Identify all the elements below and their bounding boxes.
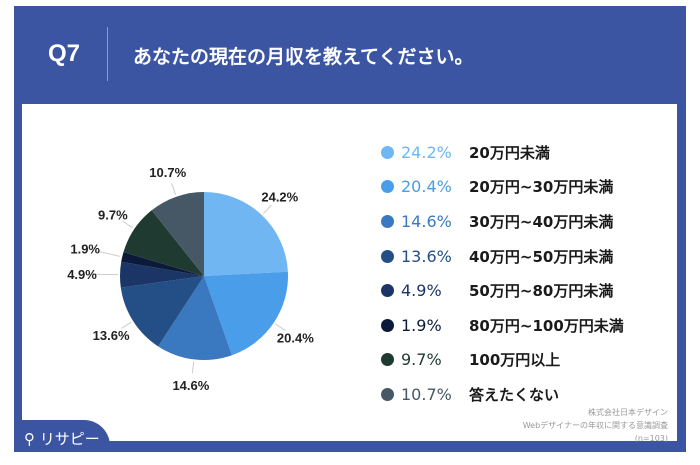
legend-label: 20万円~30万円未満 [469, 178, 614, 197]
legend-swatch [381, 318, 394, 332]
question-title: あなたの現在の月収を教えてください。 [133, 46, 474, 68]
brand-logo: ⚲ リサピー [14, 420, 110, 452]
header-divider [107, 27, 108, 81]
legend-swatch [381, 145, 394, 159]
legend-percent: 1.9% [401, 315, 442, 335]
leader-line [191, 361, 195, 374]
pie-slice [120, 261, 204, 288]
data-label: 13.6% [93, 328, 130, 343]
pie-slice [204, 271, 288, 356]
legend-swatch [381, 249, 394, 263]
legend-percent: 13.6% [401, 246, 452, 266]
legend-label: 40万円~50万円未満 [469, 247, 614, 266]
pie-slice [123, 210, 204, 276]
leader-line [262, 204, 272, 215]
pie-slice [158, 276, 232, 360]
legend-item: 9.7% 100万円以上 [381, 343, 624, 378]
legend-item: 4.9% 50万円~80万円未満 [381, 273, 624, 308]
source-sample: (n=103) [634, 434, 668, 443]
legend-label: 30万円~40万円未満 [469, 212, 614, 231]
legend-swatch [381, 353, 394, 367]
source-note: 株式会社日本デザイン Webデザイナーの年収に関する意識調査 (n=103) [523, 406, 668, 445]
legend-label: 50万円~80万円未満 [469, 282, 614, 301]
legend-item: 20.4% 20万円~30万円未満 [381, 170, 624, 205]
source-survey: Webデザイナーの年収に関する意識調査 [522, 421, 668, 430]
pie-slice [151, 192, 204, 276]
pie-slice [121, 252, 204, 276]
legend-label: 80万円~100万円未満 [469, 316, 624, 335]
legend-item: 10.7% 答えたくない [381, 377, 624, 412]
leader-line [96, 250, 121, 257]
legend-percent: 9.7% [401, 350, 442, 370]
legend-percent: 24.2% [401, 142, 452, 162]
legend-label: 100万円以上 [469, 351, 561, 370]
source-company: 株式会社日本デザイン [588, 408, 668, 417]
legend-item: 1.9% 80万円~100万円未満 [381, 308, 624, 343]
legend-label: 答えたくない [469, 385, 560, 404]
legend-percent: 10.7% [401, 384, 452, 404]
legend-percent: 14.6% [401, 211, 452, 231]
legend-item: 13.6% 40万円~50万円未満 [381, 239, 624, 274]
question-number: Q7 [48, 40, 81, 67]
legend-swatch [381, 214, 394, 228]
pin-icon: ⚲ [24, 430, 35, 448]
leader-line [122, 220, 133, 229]
data-label: 9.7% [98, 207, 128, 222]
data-label: 4.9% [67, 267, 97, 282]
data-label: 10.7% [149, 165, 186, 180]
pie-slice [204, 192, 288, 276]
data-label: 14.6% [172, 378, 209, 393]
legend-item: 14.6% 30万円~40万円未満 [381, 204, 624, 239]
legend-swatch [381, 387, 394, 401]
data-label: 24.2% [261, 189, 298, 204]
data-label: 1.9% [70, 241, 100, 256]
legend-label: 20万円未満 [469, 143, 550, 162]
pie-slice [120, 276, 204, 347]
legend: 24.2% 20万円未満 20.4% 20万円~30万円未満 14.6% 30万円~40万… [381, 135, 624, 412]
logo-text: リサピー [39, 430, 100, 448]
leader-line [120, 321, 132, 329]
leader-line [275, 323, 286, 331]
legend-swatch [381, 180, 394, 194]
legend-percent: 4.9% [401, 281, 442, 301]
legend-swatch [381, 284, 394, 298]
legend-percent: 20.4% [401, 177, 452, 197]
data-label: 20.4% [277, 330, 314, 345]
legend-item: 24.2% 20万円未満 [381, 135, 624, 170]
leader-line [171, 183, 177, 195]
